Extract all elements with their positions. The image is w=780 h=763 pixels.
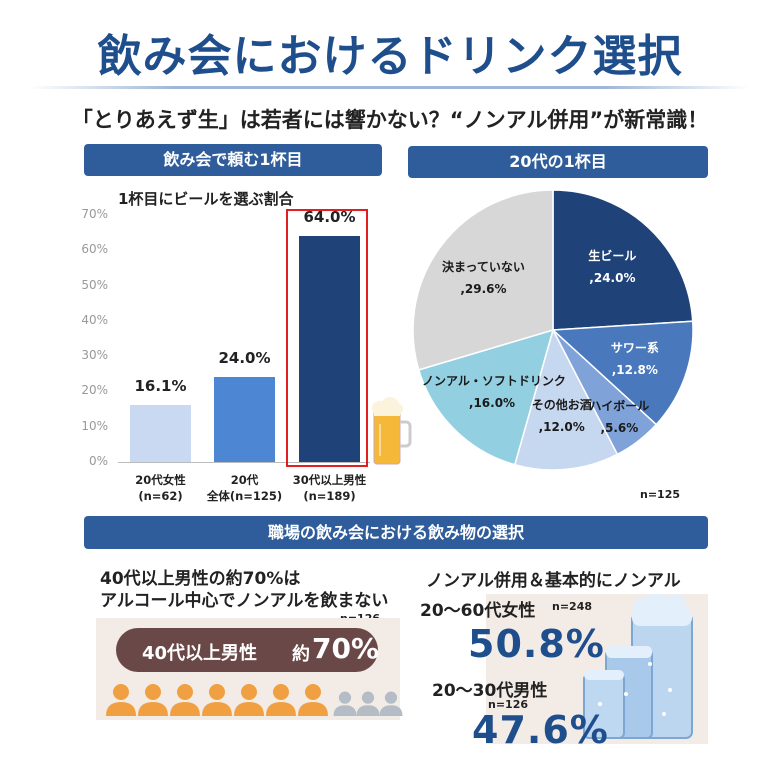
highlight-frame — [286, 209, 368, 467]
men40-percent: 70% — [312, 632, 380, 665]
pie-slice-name: サワー系 — [610, 340, 659, 355]
y-tick-label: 50% — [81, 277, 108, 292]
men40-prefix: 約 — [292, 644, 310, 665]
bar-category-label: 20代女性 (n=62) — [106, 472, 215, 504]
pie-slice — [552, 189, 694, 331]
person-icon — [138, 684, 168, 716]
pie-slice-label: その他お酒 ,12.0% — [492, 394, 632, 438]
bar-value-label: 24.0% — [218, 349, 271, 368]
pie-n-label: n=125 — [640, 488, 681, 501]
pie-slice — [551, 320, 694, 426]
men40-caption-line2: アルコール中心でノンアルを飲まない — [100, 591, 389, 611]
person-icon — [234, 684, 264, 716]
person-icon — [333, 691, 357, 716]
person-icon — [379, 691, 403, 716]
pie-slice-name: ハイボール — [589, 398, 650, 413]
pie-slice-value: ,12.8% — [611, 362, 658, 377]
men-n-label: n=126 — [488, 698, 529, 711]
person-icon — [202, 684, 232, 716]
page-subtitle: 「とりあえず生」は若者には響かない？“ノンアル併用”が新常識！ — [71, 108, 709, 132]
bar-category-line2: (n=189) — [303, 489, 356, 503]
men-label: 20～30代男性 — [432, 681, 548, 701]
bar-category-line1: 20代女性 — [135, 473, 186, 487]
men40-caption-line1: 40代以上男性の約70%は — [100, 569, 301, 589]
bar — [299, 236, 360, 462]
pie-section-header: 20代の1杯目 — [408, 146, 708, 178]
person-icon — [170, 684, 200, 716]
pie-slice-value: ,12.0% — [538, 420, 585, 435]
nonal-heading: ノンアル併用＆基本的にノンアル — [426, 571, 681, 591]
bar-category-line2: 全体(n=125) — [206, 489, 283, 503]
pie-slice-label: ハイボール ,5.6% — [549, 395, 689, 439]
bar-value-label: 16.1% — [134, 377, 187, 396]
bar-chart-baseline — [118, 462, 370, 463]
y-tick-label: 10% — [81, 418, 108, 433]
bar-section-header: 飲み会で頼む1杯目 — [84, 144, 382, 176]
y-tick-label: 40% — [81, 312, 108, 327]
pie-slice-name: その他お酒 — [531, 398, 592, 413]
pie-slice — [417, 328, 555, 466]
person-icon — [266, 684, 296, 716]
pie-slice-value: ,24.0% — [589, 270, 636, 285]
women-value: 50.8% — [468, 622, 605, 666]
bar-category-line1: 30代以上男性 — [292, 473, 367, 487]
title-divider — [30, 86, 750, 89]
person-icon — [106, 684, 136, 716]
y-tick-label: 70% — [81, 207, 108, 221]
pie-slice-label: ノンアル・ソフトドリンク ,16.0% — [422, 370, 566, 414]
pie-slice — [412, 189, 554, 371]
bar — [130, 405, 191, 462]
pie-slice-label: 生ビール ,24.0% — [542, 245, 682, 289]
bar-category-label: 30代以上男性 (n=189) — [275, 472, 384, 504]
pie-slice-value: ,16.0% — [468, 395, 516, 410]
person-icon — [298, 684, 328, 716]
women-n-label: n=248 — [552, 600, 593, 613]
men40-pill: 40代以上男性 約 70% — [116, 628, 380, 672]
page-title: 飲み会におけるドリンク選択 — [97, 31, 683, 82]
beer-glass-icon — [372, 397, 412, 465]
pie-slice-label: 決まっていない ,29.6% — [413, 256, 553, 300]
pie-slice-name: 生ビール — [588, 248, 637, 263]
bar-chart-title: 1杯目にビールを選ぶ割合 — [118, 190, 294, 208]
men40-group-label: 40代以上男性 — [142, 643, 258, 664]
y-tick-label: 20% — [81, 383, 108, 398]
pie-slice-value: ,5.6% — [600, 420, 639, 435]
bar-value-label: 64.0% — [303, 208, 356, 227]
person-icon — [356, 691, 380, 716]
bar — [214, 377, 275, 462]
bar-category-label: 20代全体(n=125) — [190, 472, 299, 504]
y-tick-label: 0% — [88, 454, 108, 468]
workplace-section-header: 職場の飲み会における飲み物の選択 — [84, 516, 708, 549]
pie-slice-name: ノンアル・ソフトドリンク — [422, 373, 566, 388]
pie-slice-label: サワー系 ,12.8% — [565, 337, 705, 381]
drink-glasses-icon — [583, 594, 693, 739]
women-label: 20～60代女性 — [420, 601, 536, 621]
pie-chart — [412, 189, 694, 471]
y-tick-label: 60% — [81, 242, 108, 257]
pie-slice-value: ,29.6% — [460, 282, 507, 297]
bar-category-line1: 20代 — [230, 473, 259, 487]
pie-slice-name: 決まっていない — [441, 260, 525, 275]
men-value: 47.6% — [472, 708, 609, 752]
men40-caption: 40代以上男性の約70%は アルコール中心でノンアルを飲まない — [100, 568, 388, 612]
pie-slice — [513, 327, 619, 471]
y-tick-label: 30% — [81, 348, 108, 363]
bar-category-line2: (n=62) — [138, 489, 183, 503]
